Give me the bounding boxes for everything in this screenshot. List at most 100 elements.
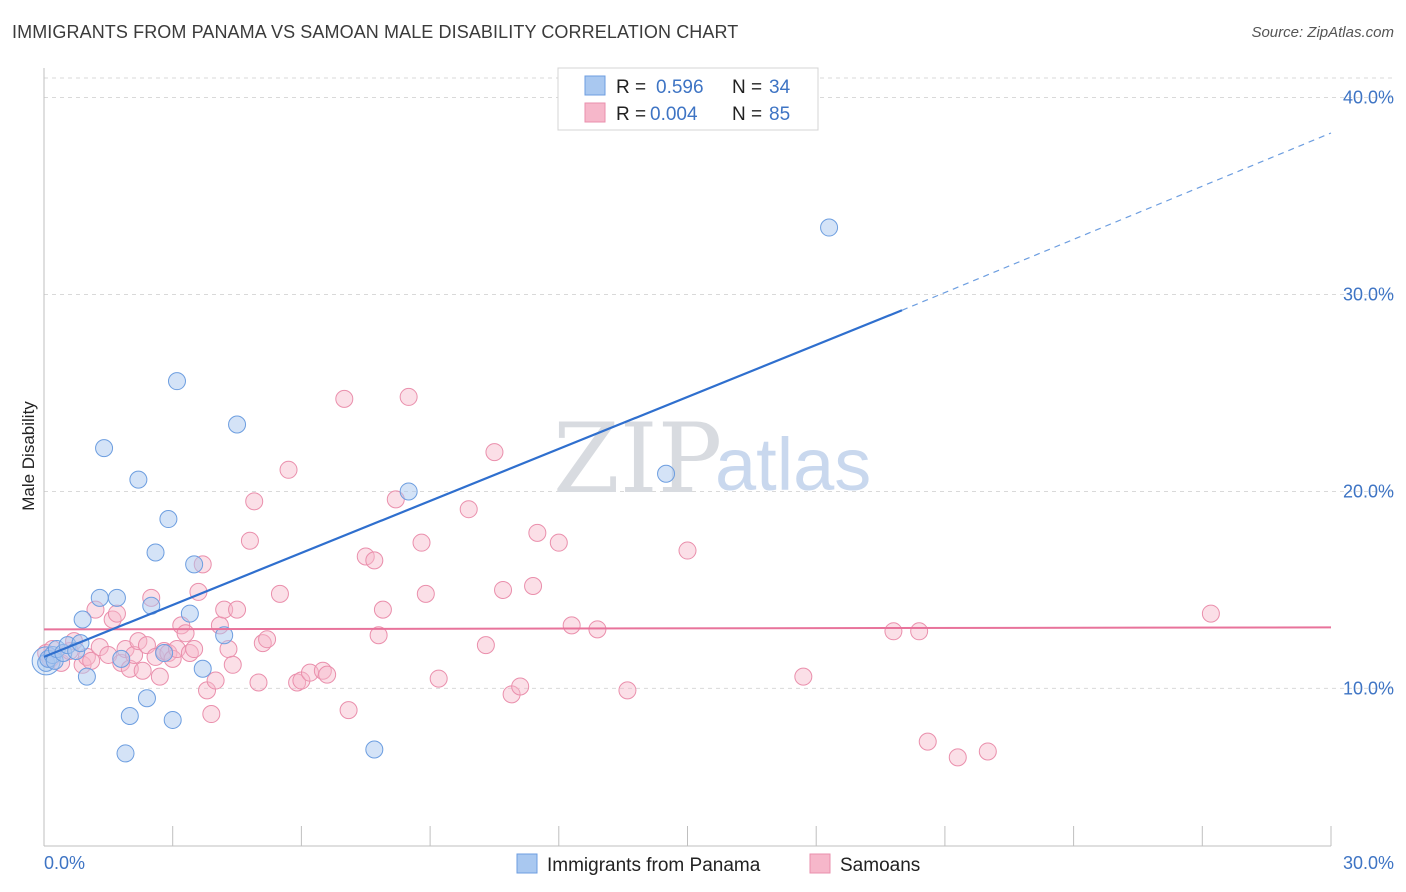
legend-r-label-2: R = <box>616 104 646 125</box>
panama-point <box>163 710 182 729</box>
panama-point <box>137 689 156 708</box>
samoans-point <box>884 622 903 641</box>
y-axis-title: Male Disability <box>19 401 38 511</box>
panama-point <box>107 588 126 607</box>
samoans-point <box>107 604 126 623</box>
watermark-zip: ZIP <box>553 403 722 515</box>
samoans-point <box>185 640 204 659</box>
samoans-point <box>524 577 543 596</box>
panama-trend-line-extension <box>901 132 1332 311</box>
samoans-point <box>978 742 997 761</box>
y-axis-tick-labels: 10.0% 20.0% 30.0% 40.0% <box>1343 88 1394 699</box>
samoans-point <box>270 584 289 603</box>
samoans-trend-line <box>43 626 1332 631</box>
samoans-point <box>202 705 221 724</box>
panama-point <box>146 543 165 562</box>
stats-legend: R = 0.596 N = 34 R = 0.004 N = 85 <box>557 67 819 131</box>
legend-r-value-1: 0.596 <box>656 77 704 98</box>
samoans-point <box>373 600 392 619</box>
samoans-point <box>412 533 431 552</box>
samoans-point <box>1201 604 1220 623</box>
source-label: Source: ZipAtlas.com <box>1251 24 1394 41</box>
panama-point <box>90 588 109 607</box>
samoans-point <box>245 492 264 511</box>
samoans-point <box>910 622 929 641</box>
panama-point <box>180 604 199 623</box>
panama-point <box>129 470 148 489</box>
samoans-point <box>150 667 169 686</box>
samoans-point <box>485 443 504 462</box>
bottom-legend-label-samoans: Samoans <box>840 855 920 876</box>
y-tick-label: 20.0% <box>1343 481 1394 501</box>
legend-r-label-1: R = <box>616 77 646 98</box>
samoans-point <box>240 531 259 550</box>
samoans-point <box>399 387 418 406</box>
samoans-point <box>549 533 568 552</box>
samoans-point <box>618 681 637 700</box>
legend-n-value-1: 34 <box>769 77 791 98</box>
samoans-point <box>511 677 530 696</box>
samoans-point <box>429 669 448 688</box>
panama-trend-line <box>43 309 903 658</box>
samoans-point <box>476 636 495 655</box>
panama-point <box>77 667 96 686</box>
panama-point <box>167 372 186 391</box>
samoans-point <box>918 732 937 751</box>
legend-swatch-panama <box>584 75 606 96</box>
watermark-atlas: atlas <box>715 423 871 506</box>
gridlines <box>44 77 1392 689</box>
samoans-point <box>416 584 435 603</box>
y-tick-label: 10.0% <box>1343 678 1394 698</box>
samoans-point <box>228 600 247 619</box>
panama-point <box>120 707 139 726</box>
bottom-legend-swatch-samoans <box>809 853 831 874</box>
legend-swatch-samoans <box>584 102 606 123</box>
panama-point <box>185 555 204 574</box>
panama-point <box>820 218 839 237</box>
samoans-point <box>258 630 277 649</box>
samoans-point <box>133 661 152 680</box>
legend-r-value-2: 0.004 <box>650 104 698 125</box>
legend-n-value-2: 85 <box>769 104 790 125</box>
x-tick-label-end: 30.0% <box>1343 853 1394 873</box>
bottom-legend-swatch-panama <box>516 853 538 874</box>
panama-point <box>159 510 178 529</box>
samoans-point <box>528 523 547 542</box>
panama-point <box>365 740 384 759</box>
samoans-point <box>318 665 337 684</box>
samoans-point <box>948 748 967 767</box>
panama-point <box>116 744 135 763</box>
panama-point <box>193 659 212 678</box>
panama-point <box>112 649 131 668</box>
samoans-point <box>494 580 513 599</box>
samoans-point <box>369 626 388 645</box>
samoans-point <box>459 500 478 519</box>
panama-point <box>399 482 418 501</box>
panama-point <box>155 643 174 662</box>
samoans-point <box>562 616 581 635</box>
samoans-point <box>206 671 225 690</box>
samoans-point <box>339 701 358 720</box>
samoans-point <box>794 667 813 686</box>
bottom-legend-label-panama: Immigrants from Panama <box>547 855 761 876</box>
samoans-point <box>279 460 298 479</box>
samoans-point <box>678 541 697 560</box>
samoans-point <box>365 551 384 570</box>
samoans-point <box>129 632 148 651</box>
series-legend: Immigrants from Panama Samoans <box>516 853 920 876</box>
samoans-point <box>335 389 354 408</box>
panama-point <box>95 439 114 458</box>
panama-point <box>73 610 92 629</box>
x-tick-label-start: 0.0% <box>44 853 85 873</box>
panama-point <box>228 415 247 434</box>
panama-point <box>215 626 234 645</box>
legend-n-label-2: N = <box>732 104 762 125</box>
y-tick-label: 40.0% <box>1343 88 1394 108</box>
samoans-point <box>223 655 242 674</box>
samoans-point <box>356 547 375 566</box>
legend-n-label-1: N = <box>732 77 762 98</box>
samoans-point <box>249 673 268 692</box>
samoans-point <box>386 490 405 509</box>
y-tick-label: 30.0% <box>1343 285 1394 305</box>
